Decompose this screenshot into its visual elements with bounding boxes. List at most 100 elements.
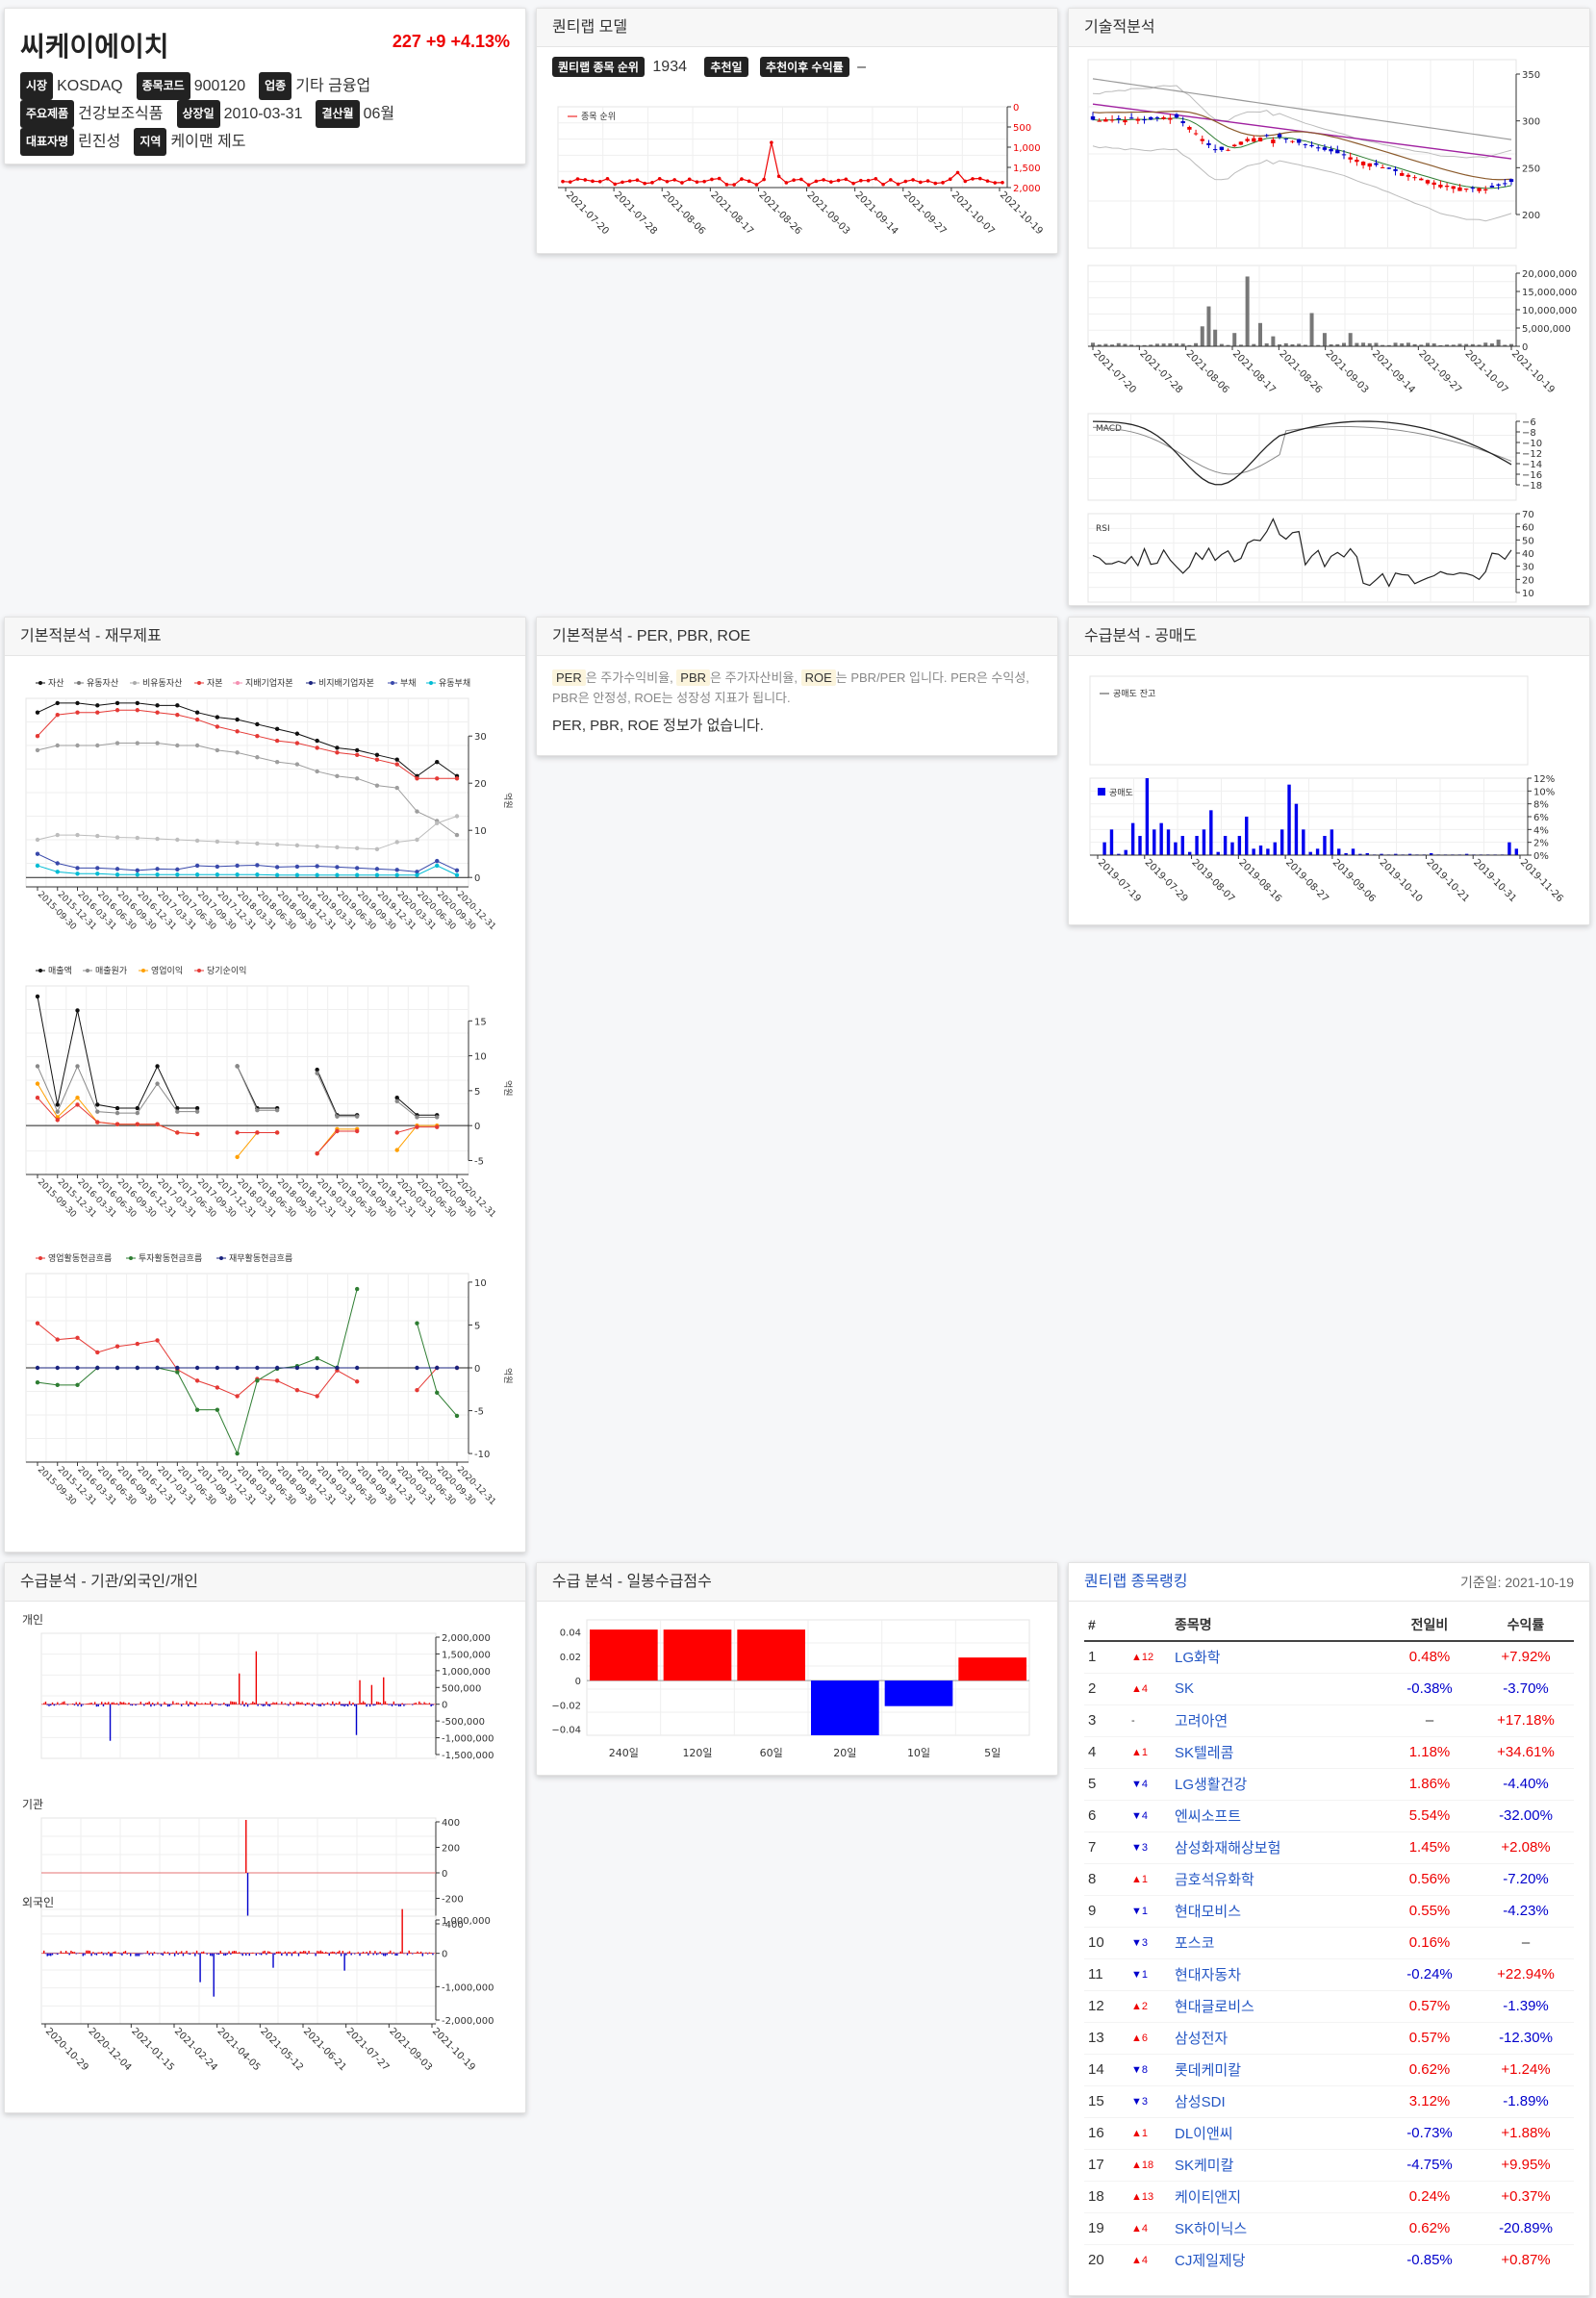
ranking-row[interactable]: 17 ▲18 SK케미칼 -4.75% +9.95%: [1084, 2148, 1574, 2181]
x-tick-label: 2021-08-17: [1230, 348, 1278, 395]
buy-bar: [250, 1703, 252, 1705]
ranking-title[interactable]: 퀀티랩 종목랭킹: [1084, 1574, 1188, 1590]
buy-bar: [43, 1703, 45, 1705]
sell-bar: [157, 1953, 159, 1955]
data-point: [155, 1064, 160, 1069]
sell-bar: [391, 1704, 393, 1706]
ranking-table: # 종목명 전일비 수익률 1 ▲12 LG화학 0.48% +7.92% 2 ▲4 SK -0…: [1084, 1609, 1574, 2276]
stock-name-link[interactable]: 삼성SDI: [1171, 2084, 1381, 2117]
stock-name-link[interactable]: 엔씨소프트: [1171, 1799, 1381, 1831]
buy-bar: [104, 1702, 106, 1705]
ranking-row[interactable]: 8 ▲1 금호석유화학 0.56% -7.20%: [1084, 1862, 1574, 1895]
volume-bar: [1342, 342, 1346, 346]
score-chart: 0.04 0.02 0 −0.02 −0.04 240일 120일 60일 20일 10일 5일: [551, 1619, 1030, 1759]
ranking-row[interactable]: 13 ▲6 삼성전자 0.57% -12.30%: [1084, 2021, 1574, 2054]
sell-bar: [173, 1953, 176, 1957]
sell-bar: [241, 1953, 243, 1957]
sell-bar: [228, 1704, 230, 1706]
stock-name-link[interactable]: 케이티앤지: [1171, 2180, 1381, 2212]
stock-name-link[interactable]: LG생활건강: [1171, 1767, 1381, 1800]
y-tick-label: 200: [442, 1844, 460, 1855]
data-point: [75, 1095, 80, 1100]
data-point: [695, 180, 699, 184]
volume-bar: [1168, 343, 1173, 346]
info-value: 2010-03-31: [223, 106, 303, 122]
data-point: [415, 1387, 419, 1393]
ranking-row[interactable]: 3- 고려아연 – +17.18%: [1084, 1704, 1574, 1736]
x-tick-label: 2019-07-19: [1096, 857, 1143, 904]
panel-label: 외국인: [22, 1896, 54, 1909]
ranking-row[interactable]: 18 ▲13 케이티앤지 0.24% +0.37%: [1084, 2180, 1574, 2212]
ranking-row[interactable]: 7 ▼3 삼성화재해상보험 1.45% +2.08%: [1084, 1831, 1574, 1863]
daily-change: 1.18%: [1381, 1735, 1478, 1768]
y-tick-label: -2,000,000: [442, 2016, 494, 2027]
data-point: [155, 1365, 160, 1371]
sell-bar: [355, 1704, 358, 1735]
buy-bar: [348, 1701, 351, 1705]
ranking-row[interactable]: 5 ▼4 LG생활건강 1.86% -4.40%: [1084, 1767, 1574, 1800]
data-point: [75, 871, 80, 876]
series-line: [37, 709, 457, 779]
buy-bar: [308, 1703, 310, 1705]
stock-name-link[interactable]: SK하이닉스: [1171, 2211, 1381, 2244]
candle-body: [1419, 178, 1424, 181]
data-point: [255, 863, 260, 868]
data-point: [315, 1365, 319, 1371]
stock-name-link[interactable]: SK텔레콤: [1171, 1735, 1381, 1768]
ranking-row[interactable]: 6 ▼4 엔씨소프트 5.54% -32.00%: [1084, 1799, 1574, 1831]
data-point: [95, 710, 100, 715]
stock-name-link[interactable]: DL이앤씨: [1171, 2116, 1381, 2149]
stock-name-link[interactable]: SK: [1171, 1672, 1381, 1705]
ranking-row[interactable]: 16 ▲1 DL이앤씨 -0.73% +1.88%: [1084, 2116, 1574, 2149]
ranking-row[interactable]: 15 ▼3 삼성SDI 3.12% -1.89%: [1084, 2084, 1574, 2117]
legend-dot: [197, 681, 201, 685]
sell-bar: [246, 1704, 249, 1707]
stock-name-link[interactable]: 삼성전자: [1171, 2021, 1381, 2054]
y-tick-label: 30: [1522, 563, 1534, 573]
stock-name-link[interactable]: CJ제일제당: [1171, 2243, 1381, 2276]
stock-name-link[interactable]: 롯데케미칼: [1171, 2053, 1381, 2085]
stock-name-link[interactable]: 현대모비스: [1171, 1894, 1381, 1927]
buy-bar: [231, 1701, 234, 1705]
ranking-row[interactable]: 2 ▲4 SK -0.38% -3.70%: [1084, 1672, 1574, 1705]
data-point: [95, 866, 100, 871]
buy-bar: [239, 1952, 241, 1954]
ranking-row[interactable]: 10 ▼3 포스코 0.16% –: [1084, 1926, 1574, 1958]
short-bar: [1337, 848, 1341, 855]
ranking-row[interactable]: 9 ▼1 현대모비스 0.55% -4.23%: [1084, 1894, 1574, 1927]
company-info: 시장 KOSDAQ 종목코드 900120 업종 기타 금융업 주요제품 건강보조식품 상장일 2…: [20, 72, 510, 156]
return-rate: +22.94%: [1478, 1957, 1574, 1990]
stock-name-link[interactable]: LG화학: [1175, 1650, 1221, 1667]
buy-bar: [148, 1701, 150, 1705]
data-point: [95, 1365, 100, 1371]
data-point: [597, 179, 602, 184]
x-tick-label: 2021-10-07: [950, 189, 997, 237]
stock-name-link[interactable]: 삼성화재해상보험: [1171, 1831, 1381, 1863]
ranking-row[interactable]: 14 ▼8 롯데케미칼 0.62% +1.24%: [1084, 2053, 1574, 2085]
sell-bar: [340, 1953, 342, 1957]
sell-bar: [412, 1953, 414, 1955]
ranking-row[interactable]: 12 ▲2 현대글로비스 0.57% -1.39%: [1084, 1989, 1574, 2022]
data-point: [215, 864, 220, 870]
ranking-row[interactable]: 19 ▲4 SK하이닉스 0.62% -20.89%: [1084, 2211, 1574, 2244]
sell-bar: [432, 1953, 434, 1956]
stock-name-link[interactable]: 포스코: [1171, 1926, 1381, 1958]
ranking-row[interactable]: 4 ▲1 SK텔레콤 1.18% +34.61%: [1084, 1735, 1574, 1768]
ranking-row[interactable]: 1 ▲12 LG화학 0.48% +7.92%: [1084, 1641, 1574, 1673]
stock-name-link[interactable]: 고려아연: [1171, 1704, 1381, 1736]
y-tick-label: 1,500: [1013, 164, 1041, 174]
buy-bar: [201, 1952, 203, 1954]
stock-name-link[interactable]: 금호석유화학: [1171, 1862, 1381, 1895]
ranking-row[interactable]: 20 ▲4 CJ제일제당 -0.85% +0.87%: [1084, 2243, 1574, 2276]
buy-bar: [332, 1701, 334, 1705]
ranking-row[interactable]: 11 ▼1 현대자동차 -0.24% +22.94%: [1084, 1957, 1574, 1990]
volume-bar: [1464, 343, 1469, 346]
sell-bar: [177, 1953, 179, 1956]
candle-body: [1393, 168, 1398, 171]
sell-bar: [315, 1953, 317, 1957]
stock-name-link[interactable]: 현대자동차: [1171, 1957, 1381, 1990]
info-key: 업종: [259, 72, 292, 100]
stock-name-link[interactable]: SK케미칼: [1171, 2148, 1381, 2181]
data-point: [235, 1130, 240, 1135]
stock-name-link[interactable]: 현대글로비스: [1171, 1989, 1381, 2022]
